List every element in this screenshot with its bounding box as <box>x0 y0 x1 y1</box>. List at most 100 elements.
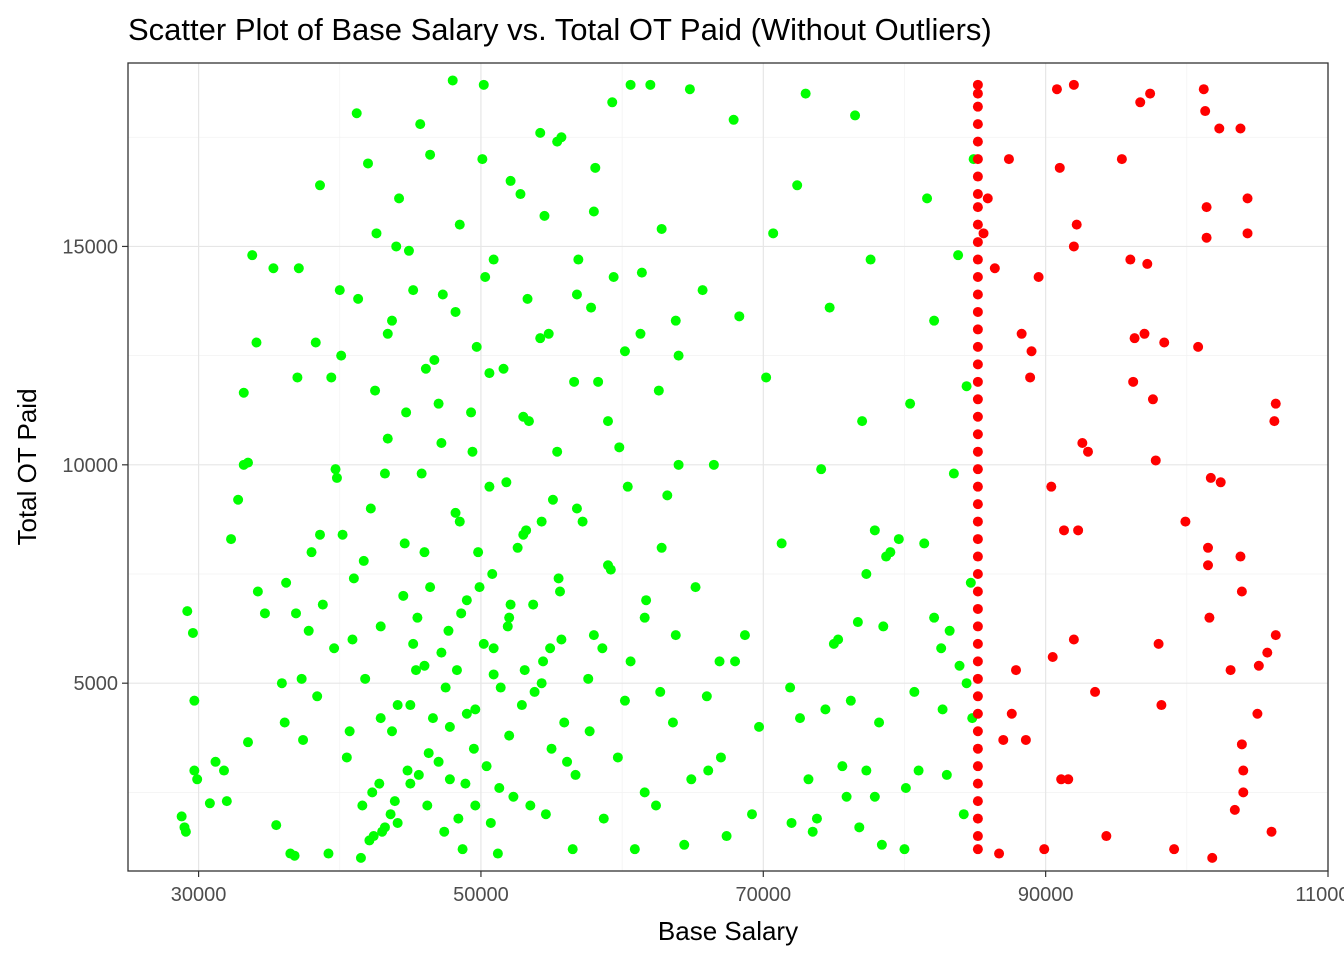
scatter-point <box>1077 437 1088 448</box>
scatter-point <box>543 328 554 339</box>
scatter-point <box>470 800 481 811</box>
scatter-point <box>296 673 307 684</box>
scatter-point <box>972 656 983 667</box>
scatter-point <box>686 774 697 785</box>
scatter-point <box>893 534 904 545</box>
scatter-point <box>402 765 413 776</box>
scatter-point <box>571 503 582 514</box>
scatter-point <box>972 306 983 317</box>
scatter-point <box>929 315 940 326</box>
scatter-point <box>730 656 741 667</box>
scatter-point <box>238 387 249 398</box>
scatter-point <box>221 796 232 807</box>
scatter-point <box>389 796 400 807</box>
scatter-point <box>323 848 334 859</box>
scatter-point <box>467 446 478 457</box>
scatter-point <box>451 665 462 676</box>
scatter-point <box>754 721 765 732</box>
scatter-point <box>828 638 839 649</box>
scatter-point <box>484 481 495 492</box>
scatter-point <box>555 586 565 597</box>
scatter-point <box>398 590 409 601</box>
scatter-point <box>392 817 403 828</box>
scatter-point <box>1203 542 1213 553</box>
scatter-point <box>673 350 684 361</box>
scatter-point <box>412 612 423 623</box>
scatter-point <box>243 457 253 468</box>
scatter-point <box>416 468 427 479</box>
scatter-point <box>187 627 198 638</box>
scatter-point <box>978 228 989 239</box>
scatter-point <box>972 119 983 130</box>
scatter-point <box>251 337 262 348</box>
scatter-point <box>1003 154 1014 165</box>
scatter-point <box>636 267 647 278</box>
scatter-point <box>701 691 712 702</box>
scatter-point <box>312 691 323 702</box>
scatter-point <box>639 612 650 623</box>
scatter-point <box>536 678 547 689</box>
scatter-point <box>358 555 369 566</box>
scatter-point <box>478 79 489 90</box>
scatter-point <box>1073 525 1084 536</box>
scatter-point <box>1156 700 1167 711</box>
scatter-point <box>850 110 861 121</box>
scatter-point <box>355 852 366 863</box>
scatter-point <box>315 180 325 191</box>
scatter-point <box>651 800 661 811</box>
scatter-point <box>485 817 496 828</box>
scatter-point <box>972 446 983 457</box>
scatter-point <box>348 573 359 584</box>
scatter-point <box>878 621 889 632</box>
scatter-point <box>289 850 300 861</box>
scatter-point <box>909 686 920 697</box>
scatter-point <box>1169 844 1180 855</box>
scatter-point <box>569 376 580 387</box>
scatter-point <box>989 263 1000 274</box>
scatter-point <box>929 612 940 623</box>
y-tick-label: 5000 <box>74 673 119 695</box>
scatter-point <box>529 686 540 697</box>
scatter-point <box>972 638 983 649</box>
scatter-point <box>494 783 505 794</box>
scatter-point <box>734 311 745 322</box>
scatter-point <box>495 682 506 693</box>
scatter-point <box>447 75 458 86</box>
scatter-point <box>365 503 376 514</box>
scatter-point <box>811 813 822 824</box>
scatter-point <box>437 289 448 300</box>
scatter-point <box>1071 219 1082 230</box>
scatter-point <box>972 154 983 165</box>
scatter-point <box>1046 481 1057 492</box>
scatter-point <box>391 241 402 252</box>
scatter-point <box>336 350 347 361</box>
scatter-point <box>1150 455 1161 466</box>
scatter-point <box>408 638 419 649</box>
scatter-point <box>401 407 412 418</box>
scatter-point <box>972 534 983 545</box>
scatter-point <box>803 774 814 785</box>
scatter-point <box>501 477 512 488</box>
scatter-point <box>972 499 983 510</box>
scatter-point <box>913 765 924 776</box>
scatter-point <box>590 162 601 173</box>
scatter-point <box>739 630 750 641</box>
scatter-point <box>865 254 876 265</box>
scatter-point <box>656 542 667 553</box>
scatter-point <box>370 385 381 396</box>
scatter-point <box>715 752 726 763</box>
scatter-point <box>857 416 868 427</box>
scatter-point <box>972 603 983 614</box>
scatter-point <box>785 682 796 693</box>
scatter-point <box>1242 228 1253 239</box>
scatter-point <box>474 582 485 593</box>
scatter-point <box>189 695 200 706</box>
scatter-point <box>411 665 421 676</box>
scatter-point <box>972 136 983 147</box>
scatter-point <box>508 791 519 802</box>
x-axis-title: Base Salary <box>658 916 798 946</box>
scatter-point <box>994 848 1005 859</box>
scatter-point <box>226 534 237 545</box>
scatter-point <box>450 306 461 317</box>
scatter-point <box>525 800 536 811</box>
